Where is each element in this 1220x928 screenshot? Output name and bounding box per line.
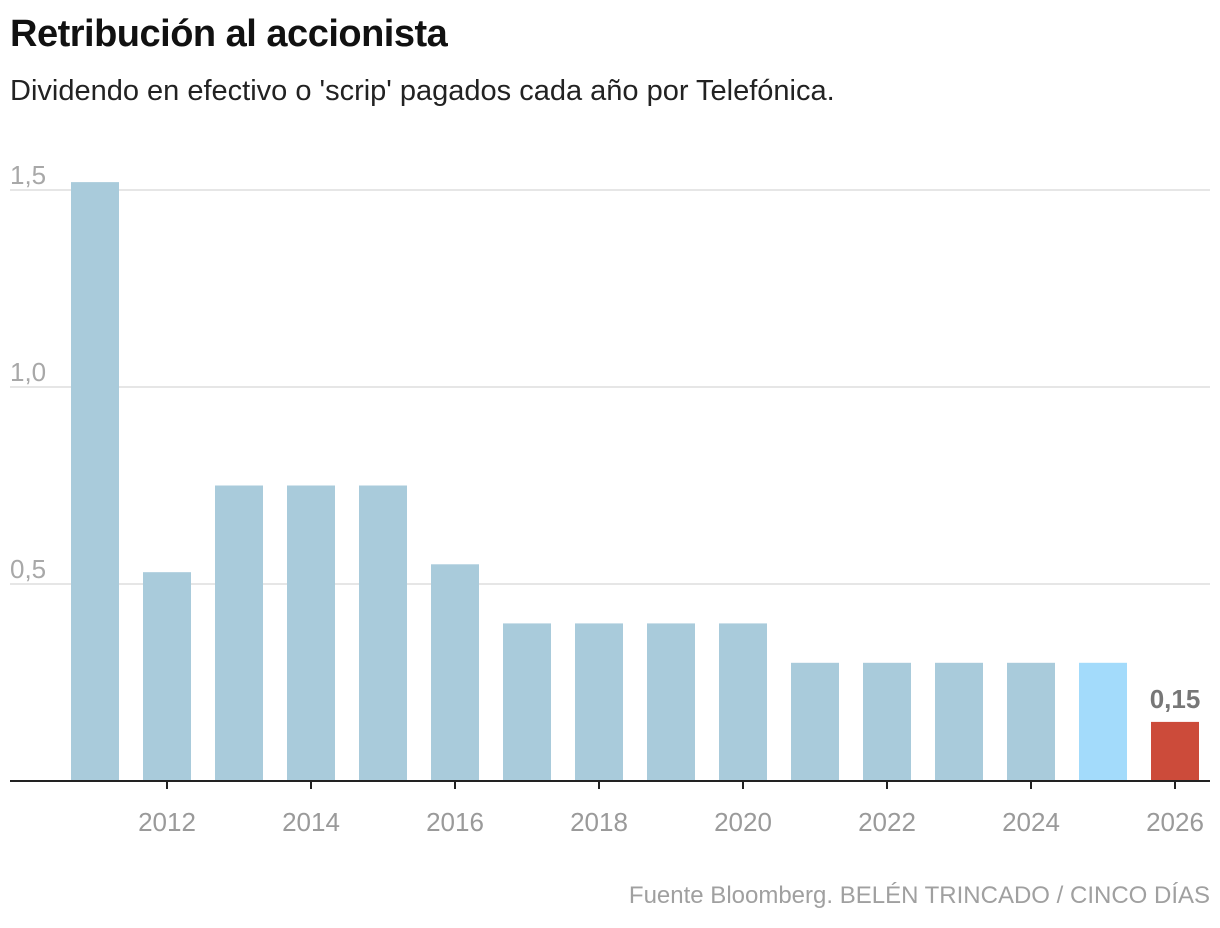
gridlines [10,189,1210,585]
bar [71,182,119,781]
x-tick-label: 2022 [858,807,916,837]
y-tick-label: 0,5 [10,554,46,584]
bar [575,623,623,781]
x-tick-label: 2014 [282,807,340,837]
bar [935,662,983,781]
x-axis-ticks: 2012 2014 2016 2018 2020 2022 2024 2026 [138,781,1204,837]
bar [1079,662,1127,781]
chart-title: Retribución al accionista [10,13,448,55]
bar [215,485,263,781]
bar [647,623,695,781]
x-tick-label: 2016 [426,807,484,837]
y-tick-label: 1,5 [10,160,46,190]
bar [287,485,335,781]
bar [719,623,767,781]
bar [359,485,407,781]
x-tick-label: 2018 [570,807,628,837]
y-tick-label: 1,0 [10,357,46,387]
bar [431,564,479,781]
x-tick-label: 2026 [1146,807,1204,837]
bar [143,572,191,781]
bar [1151,721,1199,781]
data-labels: 0,15 [1150,684,1201,714]
bars [71,182,1199,781]
bar [863,662,911,781]
x-tick-label: 2012 [138,807,196,837]
x-tick-label: 2024 [1002,807,1060,837]
x-tick-label: 2020 [714,807,772,837]
bar [791,662,839,781]
y-axis-ticks: 0,5 1,0 1,5 [10,160,46,584]
source-credit: Fuente Bloomberg. BELÉN TRINCADO / CINCO… [628,882,1210,909]
chart-subtitle: Dividendo en efectivo o 'scrip' pagados … [10,75,835,107]
bar [503,623,551,781]
data-label: 0,15 [1150,684,1201,714]
bar [1007,662,1055,781]
